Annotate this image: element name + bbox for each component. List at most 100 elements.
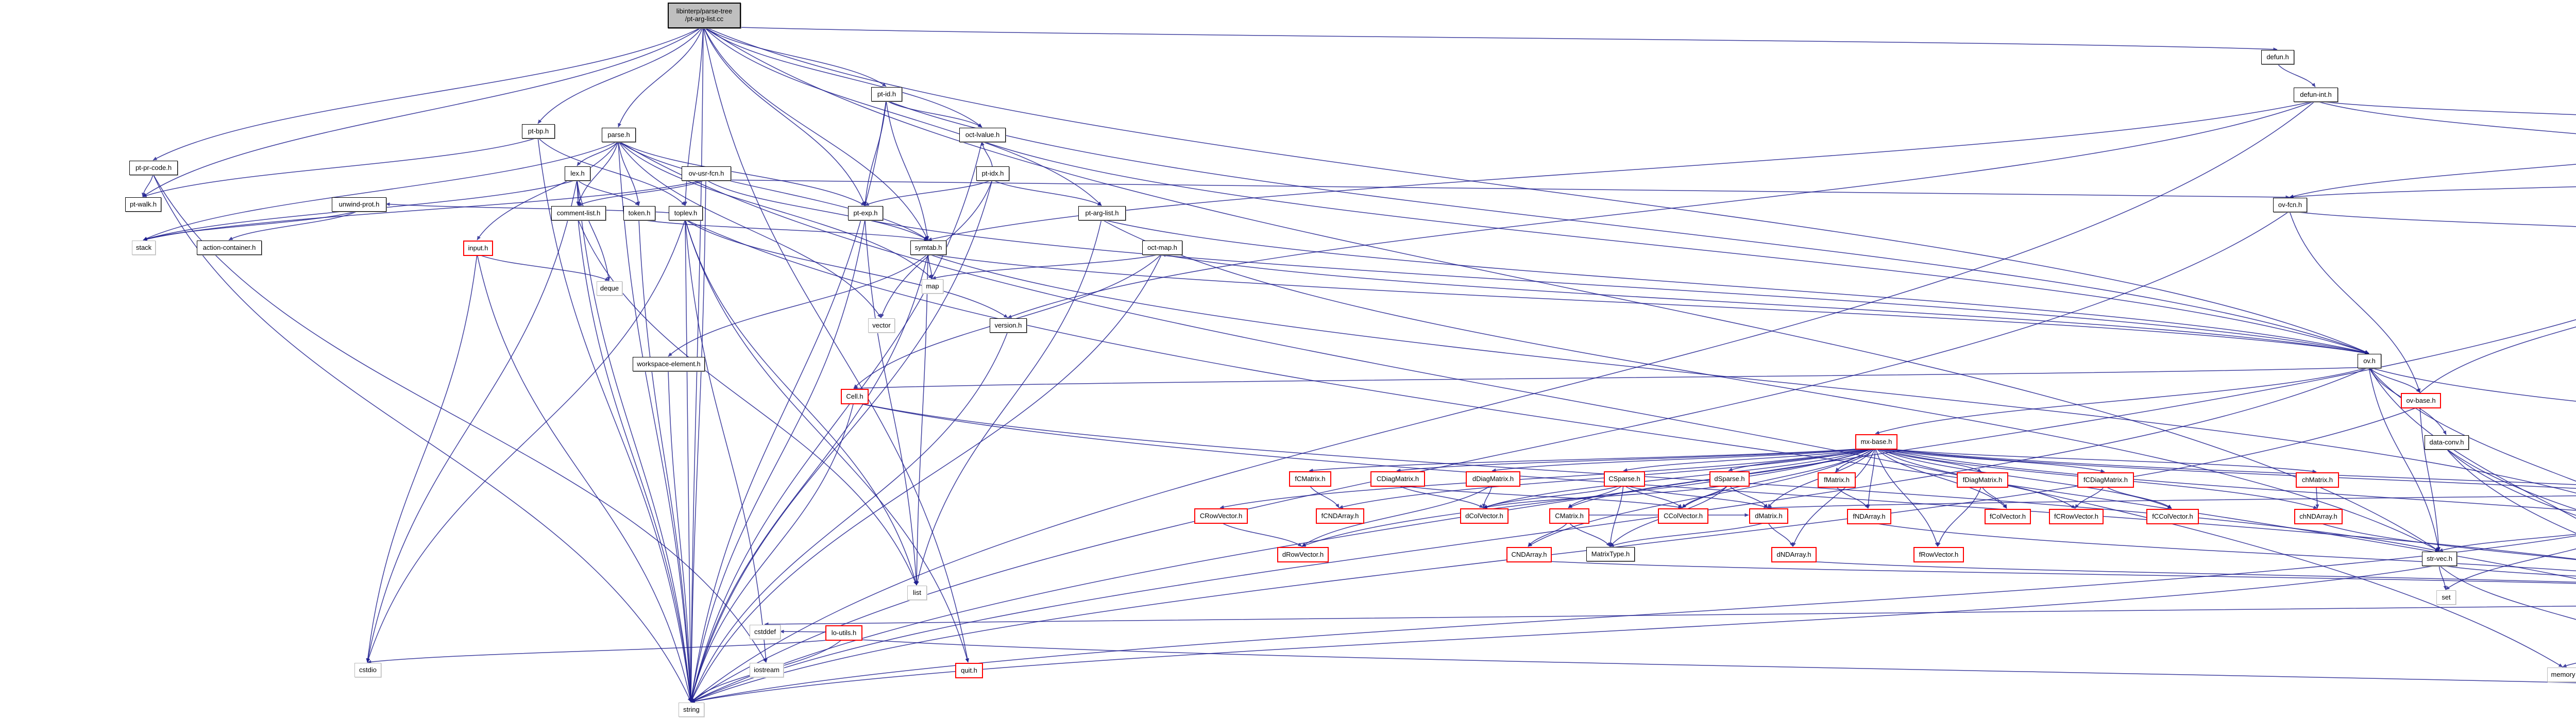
edge-mx-base.h-to-CSparse.h — [1623, 447, 1876, 472]
graph-node-ov-fcn.h[interactable]: ov-fcn.h — [2273, 198, 2307, 212]
graph-node-fDiagMatrix.h[interactable]: fDiagMatrix.h — [1957, 472, 2008, 488]
edge-CSparse.h-to-MatrixType.h — [1608, 484, 1624, 547]
graph-node-CColVector.h[interactable]: CColVector.h — [1658, 508, 1708, 524]
edge-glob-match.h-to-str-vec.h — [2438, 534, 2576, 552]
graph-node-CDiagMatrix.h[interactable]: CDiagMatrix.h — [1370, 471, 1425, 487]
graph-node-workspace-element.h[interactable]: workspace-element.h — [633, 357, 705, 371]
graph-node-comment-list.h[interactable]: comment-list.h — [551, 206, 606, 220]
graph-node-CSparse.h[interactable]: CSparse.h — [1604, 471, 1645, 487]
graph-node-deque[interactable]: deque — [597, 281, 622, 296]
graph-node-action-container.h[interactable]: action-container.h — [197, 241, 262, 255]
edge-mx-base.h-to-fRowVector.h — [1875, 447, 1939, 547]
graph-node-ov-base.h[interactable]: ov-base.h — [2401, 393, 2441, 408]
edge-mx-base.h-to-PermMatrix.h — [1875, 447, 2576, 489]
graph-node-Cell.h[interactable]: Cell.h — [841, 389, 869, 404]
graph-node-string[interactable]: string — [679, 703, 704, 717]
graph-node-dMatrix.h[interactable]: dMatrix.h — [1749, 508, 1788, 524]
edge-root-to-quit.h — [703, 26, 970, 663]
graph-node-memory[interactable]: memory — [2547, 667, 2576, 682]
graph-node-fCNDArray.h[interactable]: fCNDArray.h — [1316, 508, 1364, 524]
graph-node-unwind-prot.h[interactable]: unwind-prot.h — [332, 197, 386, 212]
edge-toplev.h-to-string — [685, 219, 693, 703]
graph-node-dDiagMatrix.h[interactable]: dDiagMatrix.h — [1466, 471, 1520, 487]
edge-toplev.h-to-quit.h — [685, 219, 969, 663]
edge-parse.h-to-comment-list.h — [577, 141, 619, 206]
graph-node-list[interactable]: list — [907, 586, 927, 600]
graph-node-CRowVector.h[interactable]: CRowVector.h — [1194, 508, 1248, 524]
graph-node-set[interactable]: set — [2436, 590, 2456, 605]
graph-node-pt-arg-list.h[interactable]: pt-arg-list.h — [1078, 206, 1126, 220]
graph-node-vector[interactable]: vector — [868, 318, 895, 333]
graph-node-pt-idx.h[interactable]: pt-idx.h — [976, 166, 1009, 181]
graph-node-fCDiagMatrix.h[interactable]: fCDiagMatrix.h — [2077, 472, 2134, 488]
graph-node-data-conv.h[interactable]: data-conv.h — [2425, 435, 2469, 450]
graph-node-chNDArray.h[interactable]: chNDArray.h — [2294, 509, 2343, 524]
edge-parse.h-to-input.h — [477, 141, 619, 241]
graph-node-symtab.h[interactable]: symtab.h — [910, 241, 946, 255]
graph-node-stack[interactable]: stack — [132, 241, 156, 255]
graph-node-fColVector.h[interactable]: fColVector.h — [1985, 509, 2031, 524]
graph-node-dColVector.h[interactable]: dColVector.h — [1460, 508, 1509, 524]
edge-CRowVector.h-to-dRowVector.h — [1219, 521, 1302, 547]
graph-node-defun-int.h[interactable]: defun-int.h — [2294, 88, 2338, 102]
edge-mx-base.h-to-fNDArray.h — [1866, 447, 1876, 509]
edge-ov-fcn.h-to-ov-base.h — [2289, 211, 2421, 393]
edge-mx-base.h-to-fColVector.h — [1875, 447, 2007, 509]
edge-glob-match.h-to-set — [2445, 548, 2576, 590]
graph-node-version.h[interactable]: version.h — [990, 318, 1027, 333]
graph-node-pt-id.h[interactable]: pt-id.h — [871, 87, 902, 101]
graph-node-pt-exp.h[interactable]: pt-exp.h — [848, 206, 883, 220]
edge-pt-bp.h-to-string — [537, 137, 692, 703]
graph-node-lo-utils.h[interactable]: lo-utils.h — [825, 625, 862, 641]
edge-mx-base.h-to-boolNDArray.h — [1875, 447, 2576, 511]
graph-node-iostream[interactable]: iostream — [750, 663, 784, 677]
graph-node-toplev.h[interactable]: toplev.h — [669, 206, 703, 220]
graph-node-oct-lvalue.h[interactable]: oct-lvalue.h — [959, 128, 1006, 142]
edge-Array.h-to-cstddef — [764, 607, 2576, 626]
graph-node-chMatrix.h[interactable]: chMatrix.h — [2296, 472, 2339, 488]
edge-pt-idx.h-to-pt-exp.h — [865, 179, 993, 206]
graph-node-fRowVector.h[interactable]: fRowVector.h — [1913, 547, 1964, 562]
graph-node-dSparse.h[interactable]: dSparse.h — [1709, 471, 1750, 487]
graph-node-token.h[interactable]: token.h — [623, 206, 655, 220]
edge-lo-utils.h-to-cstdio — [367, 638, 843, 664]
edge-fCMatrix.h-to-fCNDArray.h — [1309, 484, 1340, 508]
graph-node-lex.h[interactable]: lex.h — [565, 166, 590, 181]
edge-root-to-pt-arg-list.h — [703, 26, 1102, 206]
graph-node-defun.h[interactable]: defun.h — [2261, 50, 2294, 64]
edge-chMatrix.h-to-chNDArray.h — [2315, 485, 2319, 509]
graph-node-quit.h[interactable]: quit.h — [955, 663, 983, 678]
edge-mx-base.h-to-CDiagMatrix.h — [1396, 447, 1876, 472]
graph-node-mx-base.h[interactable]: mx-base.h — [1855, 434, 1897, 450]
graph-node-oct-map.h[interactable]: oct-map.h — [1142, 241, 1182, 255]
graph-node-ov.h[interactable]: ov.h — [2358, 354, 2381, 368]
graph-node-CNDArray.h[interactable]: CNDArray.h — [1506, 547, 1552, 562]
graph-node-ov-usr-fcn.h[interactable]: ov-usr-fcn.h — [682, 166, 731, 181]
graph-node-fMatrix.h[interactable]: fMatrix.h — [1818, 472, 1856, 488]
edge-idx-vector.h-to-memory — [2562, 662, 2576, 667]
graph-root-node[interactable]: libinterp/parse-tree /pt-arg-list.cc — [668, 3, 741, 28]
graph-node-MatrixType.h[interactable]: MatrixType.h — [1586, 547, 1635, 561]
graph-node-dNDArray.h[interactable]: dNDArray.h — [1771, 547, 1817, 562]
edge-ov-usr-fcn.h-to-comment-list.h — [578, 179, 706, 206]
graph-node-map[interactable]: map — [922, 279, 943, 294]
graph-node-str-vec.h[interactable]: str-vec.h — [2422, 552, 2457, 566]
graph-node-dRowVector.h[interactable]: dRowVector.h — [1277, 547, 1329, 562]
graph-node-input.h[interactable]: input.h — [463, 241, 493, 256]
edge-CSparse.h-to-dColVector.h — [1483, 484, 1624, 508]
graph-node-pt-walk.h[interactable]: pt-walk.h — [125, 197, 161, 212]
graph-node-cstddef[interactable]: cstddef — [750, 625, 781, 639]
graph-node-fNDArray.h[interactable]: fNDArray.h — [1847, 509, 1891, 524]
edge-symtab.h-to-list — [914, 253, 928, 586]
graph-node-fCMatrix.h[interactable]: fCMatrix.h — [1289, 471, 1331, 487]
edge-fDiagMatrix.h-to-fColVector.h — [1981, 485, 2007, 509]
graph-node-cstdio[interactable]: cstdio — [354, 663, 381, 677]
edge-comment-list.h-to-string — [578, 219, 692, 703]
graph-node-pt-pr-code.h[interactable]: pt-pr-code.h — [129, 161, 178, 175]
graph-node-fCRowVector.h[interactable]: fCRowVector.h — [2049, 509, 2104, 524]
graph-node-fCColVector.h[interactable]: fCColVector.h — [2146, 509, 2199, 524]
graph-node-pt-bp.h[interactable]: pt-bp.h — [522, 124, 555, 139]
graph-node-CMatrix.h[interactable]: CMatrix.h — [1549, 508, 1589, 524]
edge-defun-int.h-to-ov-builtin.h — [2315, 100, 2576, 134]
graph-node-parse.h[interactable]: parse.h — [602, 128, 636, 142]
